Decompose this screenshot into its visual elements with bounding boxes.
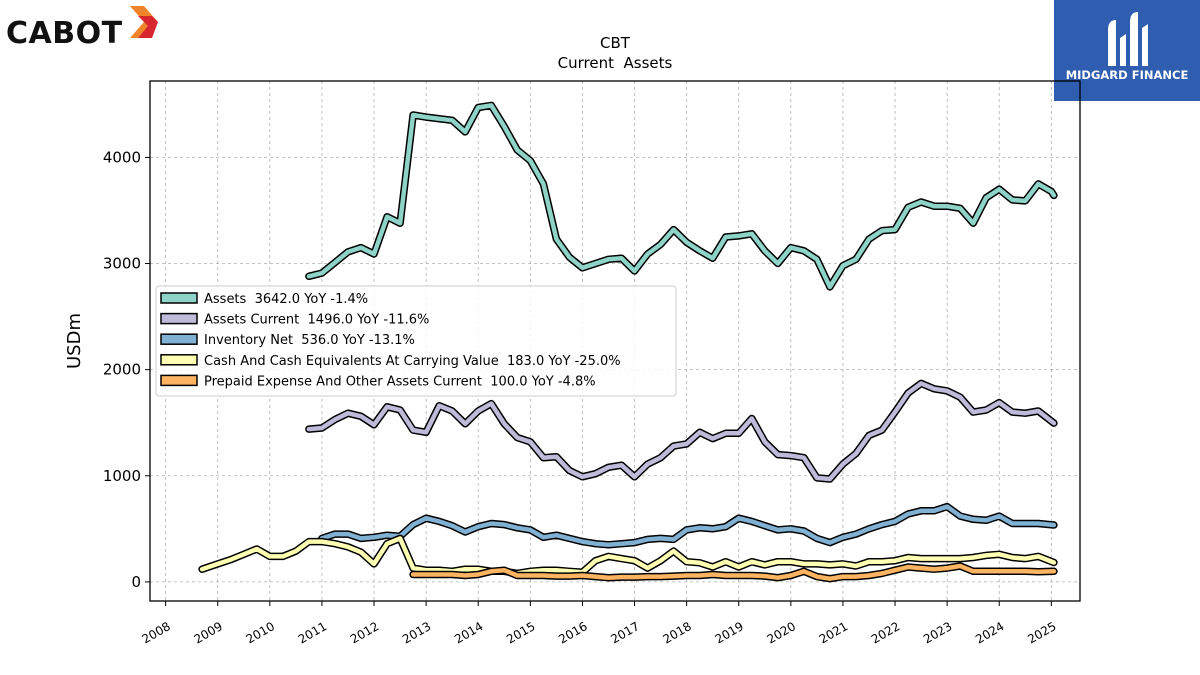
legend-box	[155, 285, 677, 397]
series-line-4	[410, 563, 1057, 581]
cabot-chevron-icon	[130, 6, 158, 38]
cabot-logo: CABOT	[6, 4, 166, 54]
x-tick-label: 2017	[608, 619, 641, 646]
x-tick-label: 2020	[765, 619, 798, 646]
legend-swatch-4	[160, 374, 198, 387]
legend-label-4: Prepaid Expense And Other Assets Current…	[204, 374, 596, 389]
legend-label-3: Cash And Cash Equivalents At Carrying Va…	[204, 354, 621, 369]
x-tick-label: 2022	[869, 619, 902, 646]
legend-label-2: Inventory Net 536.0 YoY -13.1%	[204, 333, 415, 348]
chart-title: CBT	[600, 34, 631, 52]
plot-frame	[149, 80, 1081, 602]
x-tick-label: 2011	[296, 619, 329, 646]
series-line-0	[306, 103, 1057, 290]
x-tick-label: 2016	[556, 619, 589, 646]
y-tick-label: 1000	[103, 467, 141, 485]
legend-swatch-3	[160, 354, 198, 366]
y-axis-label: USDm	[64, 313, 85, 369]
midgard-emblem-icon	[1108, 12, 1148, 66]
y-tick-label: 2000	[103, 361, 141, 379]
series-outline-0	[305, 101, 1058, 291]
x-tick-label: 2023	[921, 619, 954, 646]
y-axis: 0 1000 2000 3000 4000	[103, 148, 150, 591]
series-lines	[198, 101, 1058, 583]
x-tick-label: 2010	[244, 619, 277, 646]
x-tick-label: 2021	[817, 619, 850, 646]
chart-subtitle: Current Assets	[558, 54, 673, 72]
midgard-logo-text: MIDGARD FINANCE	[1065, 68, 1189, 82]
series-line-3	[199, 536, 1057, 576]
x-tick-label: 2015	[504, 619, 537, 646]
x-tick-label: 2009	[192, 619, 225, 646]
x-tick-label: 2024	[973, 619, 1006, 646]
x-tick-label: 2019	[713, 619, 746, 646]
x-tick-label: 2008	[139, 619, 172, 646]
legend: Assets 3642.0 YoY -1.4% Assets Current 14…	[155, 285, 677, 397]
cabot-logo-text: CABOT	[6, 16, 123, 51]
legend-label-1: Assets Current 1496.0 YoY -11.6%	[204, 313, 429, 328]
y-tick-label: 0	[131, 573, 141, 591]
series-line-1	[306, 381, 1057, 482]
x-tick-label: 2012	[348, 619, 381, 646]
x-tick-label: 2014	[452, 619, 485, 646]
series-outline-2	[318, 502, 1058, 549]
midgard-finance-logo: MIDGARD FINANCE	[1054, 0, 1200, 101]
x-tick-label: 2018	[660, 619, 693, 646]
x-tick-label: 2013	[400, 619, 433, 646]
series-line-2	[319, 504, 1057, 548]
legend-label-0: Assets 3642.0 YoY -1.4%	[204, 292, 368, 307]
legend-swatch-0	[160, 292, 198, 304]
legend-swatch-2	[160, 333, 198, 345]
y-tick-label: 4000	[103, 148, 141, 166]
legend-swatch-1	[160, 312, 198, 325]
y-tick-label: 3000	[103, 255, 141, 273]
x-axis: 2008 2009 2010 2011 2012 2013 2014 2015 2016 2017…	[139, 601, 1059, 647]
x-tick-label: 2025	[1025, 619, 1058, 646]
